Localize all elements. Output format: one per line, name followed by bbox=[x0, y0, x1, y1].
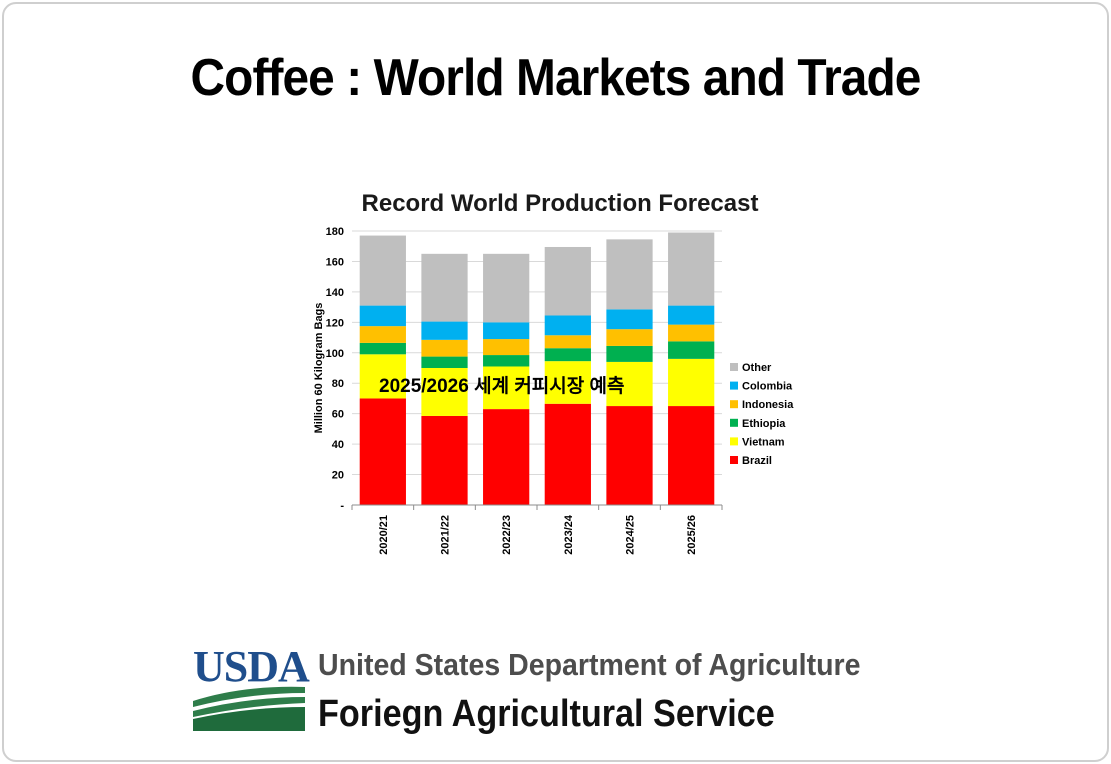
y-tick-label: 40 bbox=[332, 439, 344, 451]
bar-segment-brazil bbox=[421, 415, 468, 505]
legend-label-colombia: Colombia bbox=[742, 381, 793, 393]
y-tick-label: 180 bbox=[326, 226, 344, 238]
bar-segment-indonesia bbox=[606, 329, 653, 346]
bar-segment-colombia bbox=[544, 315, 591, 336]
bar-segment-other bbox=[421, 253, 468, 322]
legend-label-indonesia: Indonesia bbox=[742, 399, 794, 411]
y-axis-label: Million 60 Kilogram Bags bbox=[313, 303, 325, 434]
y-tick-label: 140 bbox=[326, 287, 344, 299]
bar-segment-colombia bbox=[359, 305, 406, 327]
bar-segment-colombia bbox=[483, 322, 530, 340]
legend-label-vietnam: Vietnam bbox=[742, 436, 785, 448]
production-chart: Record World Production Forecast - 20 40 60… bbox=[300, 186, 820, 586]
bar-segment-colombia bbox=[606, 309, 653, 330]
bar-segment-ethiopia bbox=[359, 342, 406, 355]
bar-segment-brazil bbox=[483, 409, 530, 505]
legend-label-ethiopia: Ethiopia bbox=[742, 418, 786, 430]
legend-label-brazil: Brazil bbox=[742, 455, 772, 467]
bar-segment-brazil bbox=[606, 406, 653, 505]
bar-segment-ethiopia bbox=[668, 341, 715, 359]
legend-swatch-colombia bbox=[730, 381, 738, 390]
bars bbox=[359, 232, 715, 505]
bar-segment-ethiopia bbox=[421, 356, 468, 368]
y-tick-label: 20 bbox=[332, 470, 344, 482]
legend-label-other: Other bbox=[742, 362, 772, 374]
bar-segment-ethiopia bbox=[606, 345, 653, 362]
bar-segment-other bbox=[359, 235, 406, 306]
bar-segment-vietnam bbox=[421, 368, 468, 416]
bar-segment-vietnam bbox=[359, 354, 406, 399]
bar-segment-indonesia bbox=[359, 326, 406, 343]
bar-segment-vietnam bbox=[668, 358, 715, 407]
bar-segment-indonesia bbox=[668, 324, 715, 342]
bar-segment-colombia bbox=[668, 305, 715, 325]
y-tick-label: - bbox=[340, 500, 344, 512]
x-tick-label: 2020/21 bbox=[378, 515, 390, 555]
bar-segment-brazil bbox=[359, 398, 406, 505]
page-title: Coffee : World Markets and Trade bbox=[190, 49, 922, 107]
chart-title: Record World Production Forecast bbox=[361, 190, 759, 217]
bar-segment-indonesia bbox=[544, 335, 591, 349]
axes: - 20 40 60 80 100 120 140 160 180 2020/21 2021/22 20… bbox=[326, 226, 723, 555]
usda-logo-text: USDA bbox=[193, 642, 310, 691]
x-tick-label: 2021/22 bbox=[440, 515, 452, 555]
bar-segment-indonesia bbox=[483, 339, 530, 356]
bar-segment-other bbox=[668, 232, 715, 306]
usda-logo: USDA bbox=[193, 642, 310, 733]
x-tick-label: 2023/24 bbox=[563, 514, 575, 555]
bar-segment-other bbox=[483, 253, 530, 323]
x-tick-label: 2025/26 bbox=[686, 515, 698, 555]
y-tick-label: 60 bbox=[332, 409, 344, 421]
bar-segment-ethiopia bbox=[483, 355, 530, 367]
usda-logo-stripes bbox=[193, 686, 305, 731]
legend-swatch-vietnam bbox=[730, 437, 738, 446]
legend-swatch-ethiopia bbox=[730, 418, 738, 427]
bar-segment-brazil bbox=[544, 403, 591, 505]
bar-segment-vietnam bbox=[483, 366, 530, 410]
bar-segment-vietnam bbox=[606, 361, 653, 407]
bar-segment-colombia bbox=[421, 321, 468, 340]
department-name: United States Department of Agriculture bbox=[318, 647, 861, 682]
y-tick-label: 160 bbox=[326, 256, 344, 268]
legend-swatch-other bbox=[730, 363, 738, 371]
grid-lines bbox=[352, 230, 722, 476]
bar-segment-vietnam bbox=[544, 361, 591, 404]
bar-segment-brazil bbox=[668, 406, 715, 505]
legend: Other Colombia Indonesia Ethiopia Vietnam Bra… bbox=[730, 362, 794, 467]
y-tick-label: 100 bbox=[326, 348, 344, 360]
legend-swatch-brazil bbox=[730, 456, 738, 464]
legend-swatch-indonesia bbox=[730, 400, 738, 409]
x-tick-label: 2022/23 bbox=[501, 515, 513, 555]
bar-segment-other bbox=[544, 246, 591, 316]
chart-annotation: 2025/2026 세계 커피시장 예측 bbox=[379, 375, 625, 397]
x-tick-label: 2024/25 bbox=[625, 515, 637, 555]
chart-svg: - 20 40 60 80 100 120 140 160 180 2020/21 2021/22 20… bbox=[313, 226, 794, 555]
usda-footer: USDA United States Department of Agricul… bbox=[193, 645, 893, 740]
agency-name: Foriegn Agricultural Service bbox=[318, 693, 775, 735]
bar-segment-other bbox=[606, 239, 653, 310]
y-tick-label: 120 bbox=[326, 317, 344, 329]
bar-segment-indonesia bbox=[421, 339, 468, 357]
y-tick-label: 80 bbox=[332, 378, 344, 390]
bar-segment-ethiopia bbox=[544, 348, 591, 362]
